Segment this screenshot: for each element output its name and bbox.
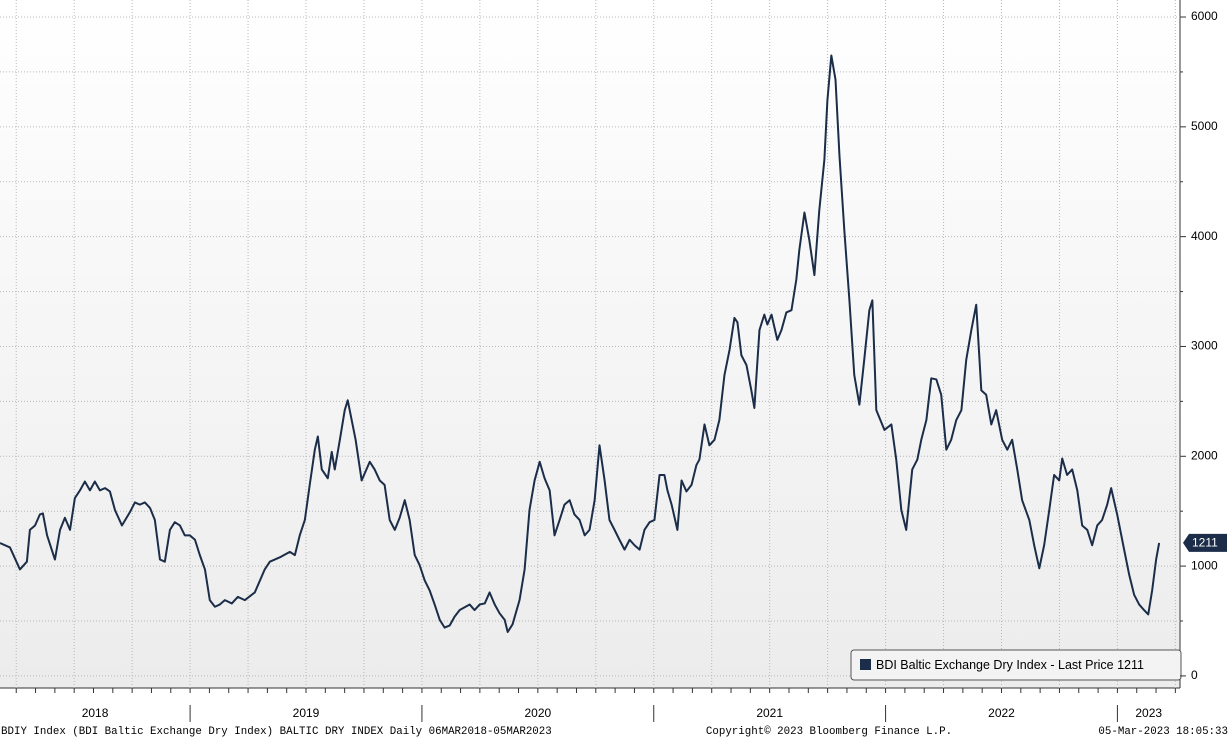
y-tick-label: 2000: [1191, 448, 1218, 462]
marks: [0, 54, 1161, 633]
line: [0, 54, 1161, 633]
y-tick-label: 0: [1191, 668, 1198, 682]
footer-left: BDIY Index (BDI Baltic Exchange Dry Inde…: [1, 726, 552, 738]
legend: BDI Baltic Exchange Dry Index - Last Pri…: [850, 649, 1182, 681]
y-tick-label: 1000: [1191, 558, 1218, 572]
plot-background: [0, 0, 1180, 688]
x-tick-label: 2019: [293, 706, 320, 720]
x-tick-label: 2022: [988, 706, 1015, 720]
y-tick-label: 5000: [1191, 119, 1218, 133]
x-tick-label: 2018: [82, 706, 109, 720]
legend-box: [850, 649, 1182, 681]
legend-label: BDI Baltic Exchange Dry Index - Last Pri…: [876, 658, 1144, 672]
x-tick-label: 2020: [524, 706, 551, 720]
x-tick-label: 2023: [1135, 706, 1162, 720]
y-tick-label: 4000: [1191, 229, 1218, 243]
footer-right: 05-Mar-2023 18:05:33: [1098, 726, 1228, 738]
y-tick-label: 3000: [1191, 339, 1218, 353]
footer-center: Copyright© 2023 Bloomberg Finance L.P.: [706, 726, 952, 738]
y-tick-label: 6000: [1191, 9, 1218, 23]
grid: [0, 0, 1180, 688]
legend-swatch: [860, 659, 871, 670]
last-price-tag: [1183, 533, 1227, 552]
x-tick-label: 2021: [756, 706, 783, 720]
last-price-label: 1211: [1192, 536, 1218, 550]
